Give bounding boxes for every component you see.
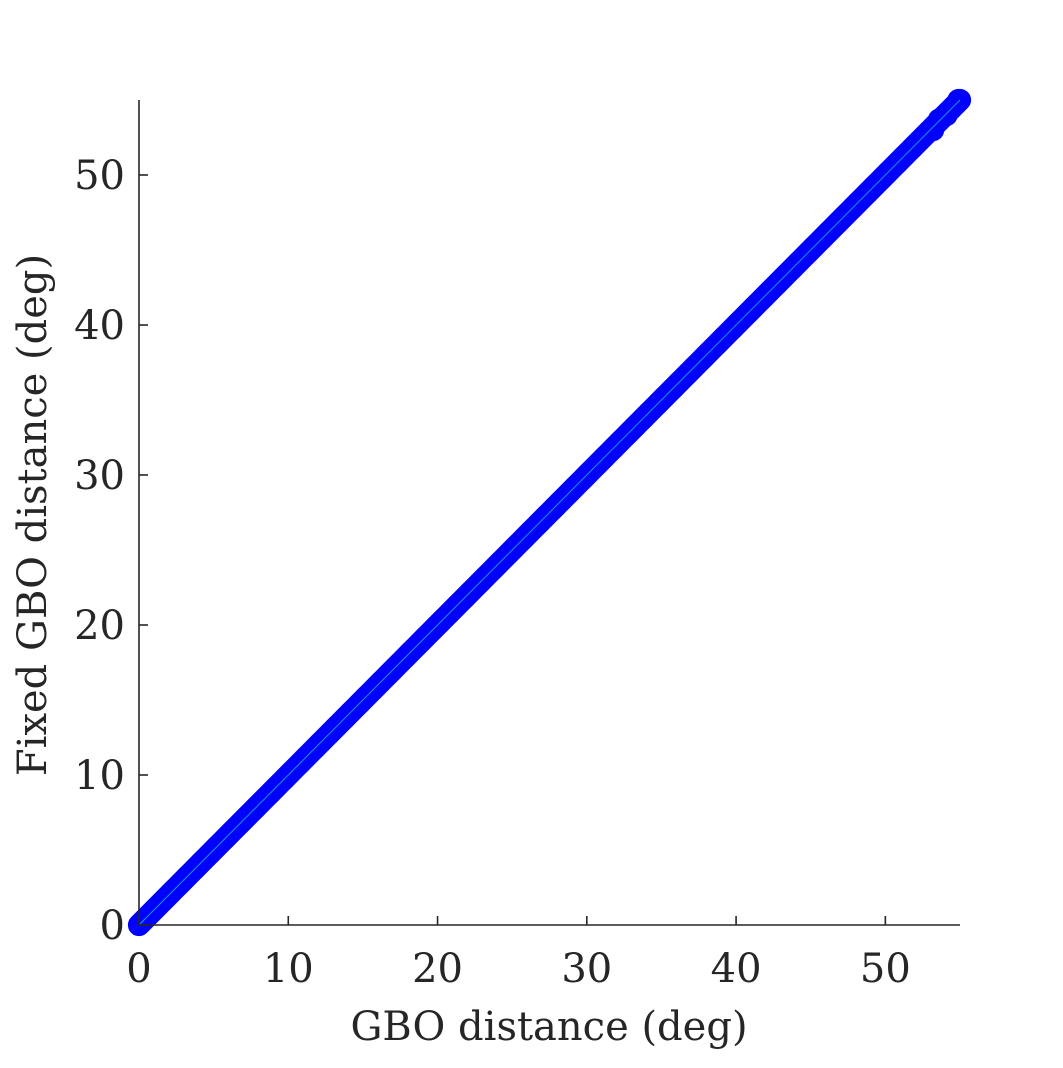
y-tick-label: 30	[74, 453, 125, 499]
x-axis-label: GBO distance (deg)	[350, 1004, 747, 1050]
data-point	[941, 96, 965, 119]
y-axis-label: Fixed GBO distance (deg)	[10, 254, 56, 776]
reference-line	[138, 99, 961, 926]
y-tick-label: 10	[74, 753, 125, 799]
x-tick-label: 40	[711, 946, 762, 992]
x-tick-label: 0	[126, 946, 151, 992]
axes	[138, 100, 960, 926]
y-tick-label: 20	[74, 603, 125, 649]
x-tick-label: 30	[561, 946, 612, 992]
y-tick-label: 40	[74, 303, 125, 349]
y-tick-label: 0	[100, 903, 125, 949]
data-point	[935, 103, 958, 127]
data-point	[922, 118, 945, 142]
ticks: 0 10 20 30 40 50 0 10 20 30 40 50	[74, 153, 911, 992]
y-tick-label: 50	[74, 153, 125, 199]
reference-line-layer	[138, 99, 961, 926]
data-point	[947, 88, 970, 112]
points-layer	[127, 88, 972, 937]
x-tick-label: 10	[263, 946, 314, 992]
x-tick-label: 50	[860, 946, 911, 992]
x-tick-label: 20	[412, 946, 463, 992]
